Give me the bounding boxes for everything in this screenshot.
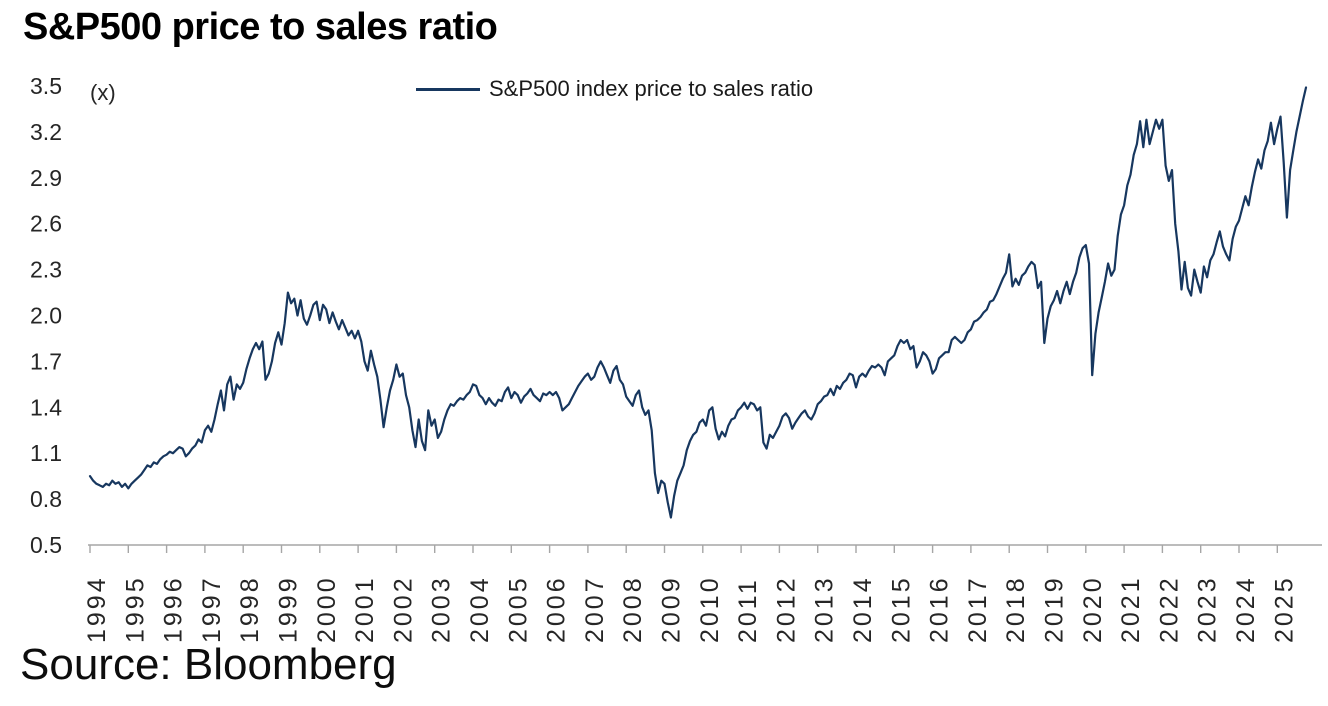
x-tick-label: 2013 — [811, 575, 839, 643]
y-tick-label: 1.7 — [30, 348, 62, 374]
chart-title: S&P500 price to sales ratio — [23, 6, 498, 48]
x-tick-label: 2009 — [658, 575, 686, 643]
y-tick-label: 0.5 — [30, 532, 62, 558]
x-tick-label: 2015 — [887, 575, 915, 643]
x-tick-label: 2019 — [1041, 575, 1069, 643]
source-note: Source: Bloomberg — [20, 640, 397, 689]
y-tick-label: 2.9 — [30, 165, 62, 191]
x-tick-label: 2018 — [1002, 575, 1030, 643]
x-tick-label: 2002 — [389, 575, 417, 643]
y-tick-label: 1.4 — [30, 394, 62, 420]
x-tick-label: 2001 — [351, 575, 379, 643]
y-tick-label: 1.1 — [30, 440, 62, 466]
y-axis-unit-label: (x) — [90, 80, 116, 105]
x-tick-label: 2017 — [964, 575, 992, 643]
y-tick-label: 2.3 — [30, 257, 62, 283]
y-tick-label: 2.6 — [30, 211, 62, 237]
x-tick-label: 1996 — [160, 575, 188, 643]
y-tick-label: 3.5 — [30, 73, 62, 99]
x-tick-label: 1997 — [198, 575, 226, 643]
x-tick-label: 2000 — [313, 575, 341, 643]
x-tick-label: 2020 — [1079, 575, 1107, 643]
x-tick-label: 2024 — [1232, 575, 1260, 643]
x-tick-label: 2003 — [428, 575, 456, 643]
x-tick-label: 2010 — [696, 575, 724, 643]
x-tick-label: 2023 — [1194, 575, 1222, 643]
x-tick-label: 2011 — [734, 577, 762, 643]
x-tick-label: 2014 — [849, 575, 877, 643]
x-tick-label: 2016 — [926, 575, 954, 643]
x-tick-label: 1999 — [275, 575, 303, 643]
x-tick-label: 1995 — [121, 575, 149, 643]
x-tick-label: 2021 — [1117, 575, 1145, 643]
legend-label: S&P500 index price to sales ratio — [489, 76, 814, 101]
legend-line-swatch — [416, 87, 480, 91]
x-tick-label: 2006 — [543, 575, 571, 643]
legend: S&P500 index price to sales ratio — [416, 76, 813, 102]
series-line — [88, 86, 1308, 519]
x-tick-label: 2008 — [619, 575, 647, 643]
x-tick-label: 2012 — [772, 575, 800, 643]
x-tick-label: 2004 — [466, 575, 494, 643]
y-tick-label: 2.0 — [30, 303, 62, 329]
x-tick-label: 2005 — [504, 575, 532, 643]
x-tick-label: 2007 — [581, 575, 609, 643]
x-tick-label: 2022 — [1155, 575, 1183, 643]
y-tick-label: 3.2 — [30, 119, 62, 145]
x-tick-label: 1994 — [83, 575, 111, 643]
y-tick-label: 0.8 — [30, 486, 62, 512]
x-tick-label: 2025 — [1270, 575, 1298, 643]
x-tick-label: 1998 — [236, 575, 264, 643]
